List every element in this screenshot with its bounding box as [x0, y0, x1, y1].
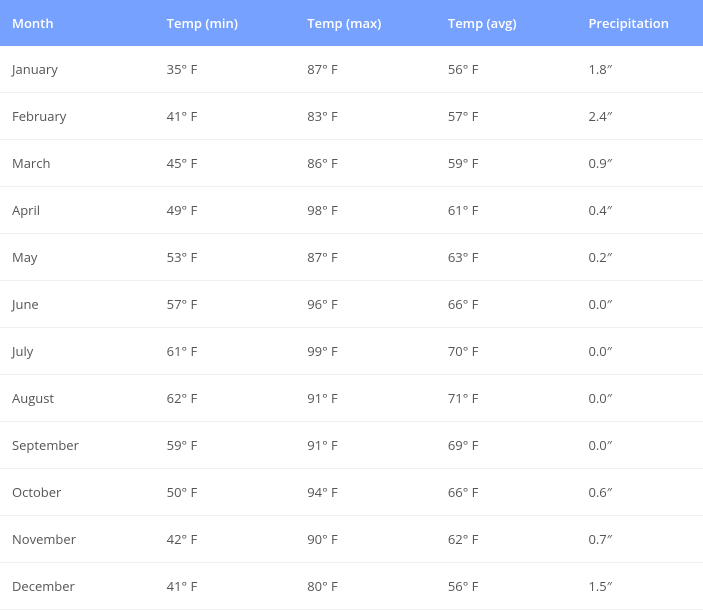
cell-temp-max: 86° F — [295, 140, 436, 187]
table-row: April 49° F 98° F 61° F 0.4″ — [0, 187, 703, 234]
cell-temp-avg: 59° F — [436, 140, 577, 187]
cell-precipitation: 1.5″ — [576, 563, 703, 610]
table-row: March 45° F 86° F 59° F 0.9″ — [0, 140, 703, 187]
cell-temp-max: 91° F — [295, 422, 436, 469]
table-row: September 59° F 91° F 69° F 0.0″ — [0, 422, 703, 469]
cell-temp-avg: 70° F — [436, 328, 577, 375]
cell-temp-min: 50° F — [155, 469, 296, 516]
table-row: May 53° F 87° F 63° F 0.2″ — [0, 234, 703, 281]
climate-table: Month Temp (min) Temp (max) Temp (avg) P… — [0, 0, 703, 610]
cell-temp-min: 41° F — [155, 563, 296, 610]
cell-month: November — [0, 516, 155, 563]
cell-temp-avg: 56° F — [436, 46, 577, 93]
table-row: November 42° F 90° F 62° F 0.7″ — [0, 516, 703, 563]
table-row: August 62° F 91° F 71° F 0.0″ — [0, 375, 703, 422]
cell-month: July — [0, 328, 155, 375]
cell-month: April — [0, 187, 155, 234]
cell-precipitation: 0.0″ — [576, 422, 703, 469]
cell-temp-max: 87° F — [295, 46, 436, 93]
cell-month: October — [0, 469, 155, 516]
cell-temp-min: 42° F — [155, 516, 296, 563]
cell-temp-max: 96° F — [295, 281, 436, 328]
cell-temp-avg: 69° F — [436, 422, 577, 469]
cell-temp-min: 62° F — [155, 375, 296, 422]
table-row: February 41° F 83° F 57° F 2.4″ — [0, 93, 703, 140]
cell-precipitation: 0.2″ — [576, 234, 703, 281]
cell-precipitation: 0.0″ — [576, 375, 703, 422]
table-row: June 57° F 96° F 66° F 0.0″ — [0, 281, 703, 328]
cell-temp-max: 91° F — [295, 375, 436, 422]
col-header-temp-min: Temp (min) — [155, 0, 296, 46]
cell-precipitation: 0.6″ — [576, 469, 703, 516]
col-header-month: Month — [0, 0, 155, 46]
cell-precipitation: 2.4″ — [576, 93, 703, 140]
cell-precipitation: 0.4″ — [576, 187, 703, 234]
cell-temp-avg: 66° F — [436, 469, 577, 516]
cell-precipitation: 1.8″ — [576, 46, 703, 93]
cell-month: December — [0, 563, 155, 610]
cell-temp-max: 87° F — [295, 234, 436, 281]
cell-month: August — [0, 375, 155, 422]
col-header-precipitation: Precipitation — [576, 0, 703, 46]
cell-temp-avg: 56° F — [436, 563, 577, 610]
cell-temp-max: 83° F — [295, 93, 436, 140]
cell-precipitation: 0.9″ — [576, 140, 703, 187]
cell-precipitation: 0.0″ — [576, 281, 703, 328]
cell-temp-avg: 57° F — [436, 93, 577, 140]
cell-month: September — [0, 422, 155, 469]
cell-month: June — [0, 281, 155, 328]
cell-precipitation: 0.7″ — [576, 516, 703, 563]
cell-temp-max: 94° F — [295, 469, 436, 516]
cell-temp-min: 59° F — [155, 422, 296, 469]
cell-temp-avg: 66° F — [436, 281, 577, 328]
table-row: January 35° F 87° F 56° F 1.8″ — [0, 46, 703, 93]
cell-temp-min: 61° F — [155, 328, 296, 375]
table-header-row: Month Temp (min) Temp (max) Temp (avg) P… — [0, 0, 703, 46]
cell-temp-max: 98° F — [295, 187, 436, 234]
col-header-temp-max: Temp (max) — [295, 0, 436, 46]
cell-temp-max: 90° F — [295, 516, 436, 563]
cell-temp-max: 80° F — [295, 563, 436, 610]
cell-month: March — [0, 140, 155, 187]
cell-temp-avg: 61° F — [436, 187, 577, 234]
cell-temp-max: 99° F — [295, 328, 436, 375]
cell-temp-avg: 62° F — [436, 516, 577, 563]
cell-temp-min: 53° F — [155, 234, 296, 281]
table-row: October 50° F 94° F 66° F 0.6″ — [0, 469, 703, 516]
table-body: January 35° F 87° F 56° F 1.8″ February … — [0, 46, 703, 610]
table-row: December 41° F 80° F 56° F 1.5″ — [0, 563, 703, 610]
cell-temp-min: 49° F — [155, 187, 296, 234]
cell-precipitation: 0.0″ — [576, 328, 703, 375]
cell-temp-avg: 63° F — [436, 234, 577, 281]
cell-month: February — [0, 93, 155, 140]
cell-month: May — [0, 234, 155, 281]
cell-temp-min: 41° F — [155, 93, 296, 140]
col-header-temp-avg: Temp (avg) — [436, 0, 577, 46]
cell-month: January — [0, 46, 155, 93]
cell-temp-min: 45° F — [155, 140, 296, 187]
cell-temp-min: 35° F — [155, 46, 296, 93]
table-row: July 61° F 99° F 70° F 0.0″ — [0, 328, 703, 375]
cell-temp-min: 57° F — [155, 281, 296, 328]
cell-temp-avg: 71° F — [436, 375, 577, 422]
